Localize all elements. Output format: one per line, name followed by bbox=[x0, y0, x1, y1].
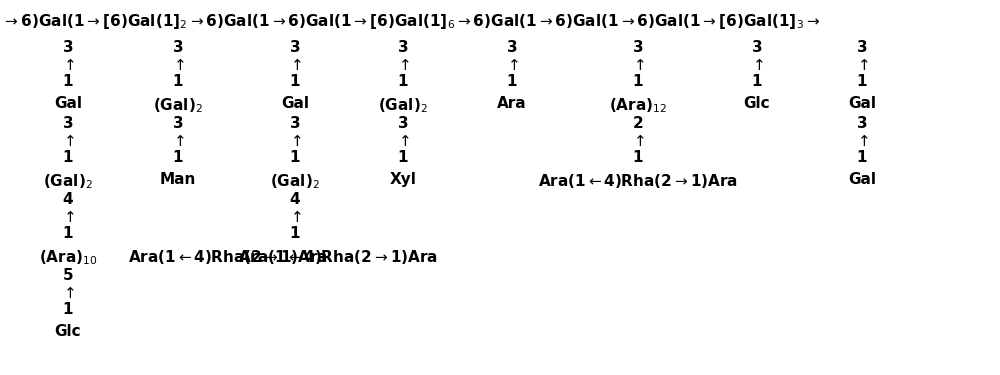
Text: 1: 1 bbox=[398, 74, 408, 89]
Text: 1: 1 bbox=[290, 150, 300, 165]
Text: 3: 3 bbox=[507, 40, 517, 55]
Text: 3: 3 bbox=[398, 116, 408, 131]
Text: 3: 3 bbox=[63, 40, 73, 55]
Text: $\uparrow$: $\uparrow$ bbox=[61, 134, 75, 149]
Text: Glc: Glc bbox=[55, 324, 81, 339]
Text: Xyl: Xyl bbox=[390, 172, 416, 187]
Text: (Gal)$_2$: (Gal)$_2$ bbox=[153, 96, 203, 115]
Text: $\uparrow$: $\uparrow$ bbox=[61, 210, 75, 225]
Text: (Ara)$_{10}$: (Ara)$_{10}$ bbox=[39, 248, 97, 267]
Text: $\uparrow$: $\uparrow$ bbox=[171, 58, 185, 73]
Text: (Gal)$_2$: (Gal)$_2$ bbox=[378, 96, 428, 115]
Text: 3: 3 bbox=[857, 116, 867, 131]
Text: 1: 1 bbox=[507, 74, 517, 89]
Text: 1: 1 bbox=[173, 74, 183, 89]
Text: $\uparrow$: $\uparrow$ bbox=[61, 286, 75, 301]
Text: $\uparrow$: $\uparrow$ bbox=[855, 58, 869, 73]
Text: 3: 3 bbox=[173, 40, 183, 55]
Text: $\uparrow$: $\uparrow$ bbox=[61, 58, 75, 73]
Text: $\uparrow$: $\uparrow$ bbox=[288, 58, 302, 73]
Text: $\uparrow$: $\uparrow$ bbox=[505, 58, 519, 73]
Text: 1: 1 bbox=[752, 74, 762, 89]
Text: 1: 1 bbox=[290, 226, 300, 241]
Text: $\rightarrow$6)Gal(1$\rightarrow$[6)Gal(1]$_2\rightarrow$6)Gal(1$\rightarrow$6)G: $\rightarrow$6)Gal(1$\rightarrow$[6)Gal(… bbox=[2, 12, 820, 31]
Text: Gal: Gal bbox=[848, 172, 876, 187]
Text: $\uparrow$: $\uparrow$ bbox=[288, 134, 302, 149]
Text: Man: Man bbox=[160, 172, 196, 187]
Text: 3: 3 bbox=[290, 116, 300, 131]
Text: Ara(1$\leftarrow$4)Rha(2$\rightarrow$1)Ara: Ara(1$\leftarrow$4)Rha(2$\rightarrow$1)A… bbox=[238, 248, 438, 266]
Text: 3: 3 bbox=[857, 40, 867, 55]
Text: $\uparrow$: $\uparrow$ bbox=[631, 134, 645, 149]
Text: $\uparrow$: $\uparrow$ bbox=[631, 58, 645, 73]
Text: Glc: Glc bbox=[744, 96, 770, 111]
Text: $\uparrow$: $\uparrow$ bbox=[171, 134, 185, 149]
Text: 1: 1 bbox=[63, 74, 73, 89]
Text: $\uparrow$: $\uparrow$ bbox=[288, 210, 302, 225]
Text: 3: 3 bbox=[398, 40, 408, 55]
Text: (Gal)$_2$: (Gal)$_2$ bbox=[270, 172, 320, 191]
Text: 1: 1 bbox=[63, 150, 73, 165]
Text: $\uparrow$: $\uparrow$ bbox=[750, 58, 764, 73]
Text: 1: 1 bbox=[633, 74, 643, 89]
Text: Gal: Gal bbox=[281, 96, 309, 111]
Text: 1: 1 bbox=[857, 150, 867, 165]
Text: 1: 1 bbox=[173, 150, 183, 165]
Text: Ara: Ara bbox=[497, 96, 527, 111]
Text: 3: 3 bbox=[173, 116, 183, 131]
Text: 5: 5 bbox=[63, 268, 73, 283]
Text: Gal: Gal bbox=[54, 96, 82, 111]
Text: 1: 1 bbox=[290, 74, 300, 89]
Text: 3: 3 bbox=[290, 40, 300, 55]
Text: 1: 1 bbox=[63, 226, 73, 241]
Text: Ara(1$\leftarrow$4)Rha(2$\rightarrow$1)Ara: Ara(1$\leftarrow$4)Rha(2$\rightarrow$1)A… bbox=[128, 248, 328, 266]
Text: 1: 1 bbox=[633, 150, 643, 165]
Text: (Ara)$_{12}$: (Ara)$_{12}$ bbox=[609, 96, 667, 115]
Text: $\uparrow$: $\uparrow$ bbox=[855, 134, 869, 149]
Text: 1: 1 bbox=[63, 302, 73, 317]
Text: $\uparrow$: $\uparrow$ bbox=[396, 134, 410, 149]
Text: 2: 2 bbox=[633, 116, 643, 131]
Text: 4: 4 bbox=[63, 192, 73, 207]
Text: 3: 3 bbox=[752, 40, 762, 55]
Text: 1: 1 bbox=[398, 150, 408, 165]
Text: (Gal)$_2$: (Gal)$_2$ bbox=[43, 172, 93, 191]
Text: 4: 4 bbox=[290, 192, 300, 207]
Text: $\uparrow$: $\uparrow$ bbox=[396, 58, 410, 73]
Text: Gal: Gal bbox=[848, 96, 876, 111]
Text: 3: 3 bbox=[633, 40, 643, 55]
Text: Ara(1$\leftarrow$4)Rha(2$\rightarrow$1)Ara: Ara(1$\leftarrow$4)Rha(2$\rightarrow$1)A… bbox=[538, 172, 738, 190]
Text: 1: 1 bbox=[857, 74, 867, 89]
Text: 3: 3 bbox=[63, 116, 73, 131]
